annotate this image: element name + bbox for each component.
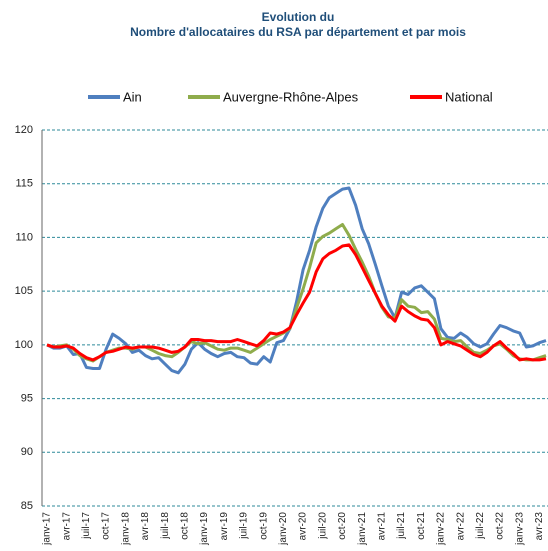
y-tick-label: 120 (15, 124, 33, 136)
x-tick-label: avr-21 (376, 512, 387, 541)
x-tick-label: avr-18 (140, 512, 151, 541)
x-tick-label: oct-22 (495, 512, 506, 540)
x-tick-label: juil-17 (81, 512, 92, 540)
y-tick-label: 110 (15, 231, 33, 243)
x-tick-label: janv-21 (357, 512, 368, 546)
x-tick-label: juil-22 (475, 512, 486, 540)
y-tick-label: 105 (15, 285, 33, 297)
chart-title: Evolution du (262, 10, 335, 24)
x-tick-label: avr-19 (219, 512, 230, 541)
x-tick-label: avr-17 (61, 512, 72, 541)
x-tick-label: oct-20 (337, 512, 348, 540)
x-tick-label: janv-20 (278, 512, 289, 546)
legend-label: Auvergne-Rhône-Alpes (223, 89, 359, 104)
x-tick-label: oct-19 (258, 512, 269, 540)
y-tick-label: 100 (15, 339, 33, 351)
y-tick-label: 90 (21, 446, 33, 458)
legend-label: Ain (123, 89, 142, 104)
x-tick-label: janv-19 (199, 512, 210, 546)
x-tick-label: avr-23 (534, 512, 545, 541)
x-tick-label: avr-20 (298, 512, 309, 541)
y-tick-label: 95 (21, 392, 33, 404)
chart-subtitle: Nombre d'allocataires du RSA par départe… (130, 25, 466, 39)
x-tick-label: juil-21 (396, 512, 407, 540)
y-tick-label: 85 (21, 500, 33, 512)
x-tick-label: juil-20 (317, 512, 328, 540)
x-tick-label: juil-19 (239, 512, 250, 540)
series-line (46, 186, 547, 375)
y-tick-label: 115 (15, 178, 33, 190)
legend-label: National (445, 89, 493, 104)
x-tick-label: avr-22 (455, 512, 466, 541)
x-tick-label: janv-18 (120, 512, 131, 546)
x-tick-label: oct-18 (180, 512, 191, 540)
x-tick-label: janv-17 (42, 512, 53, 546)
x-tick-label: janv-22 (436, 512, 447, 546)
x-tick-label: juil-18 (160, 512, 171, 540)
x-tick-label: janv-23 (514, 512, 525, 546)
x-tick-label: oct-17 (101, 512, 112, 540)
x-tick-label: oct-21 (416, 512, 427, 540)
series-line (46, 243, 547, 362)
